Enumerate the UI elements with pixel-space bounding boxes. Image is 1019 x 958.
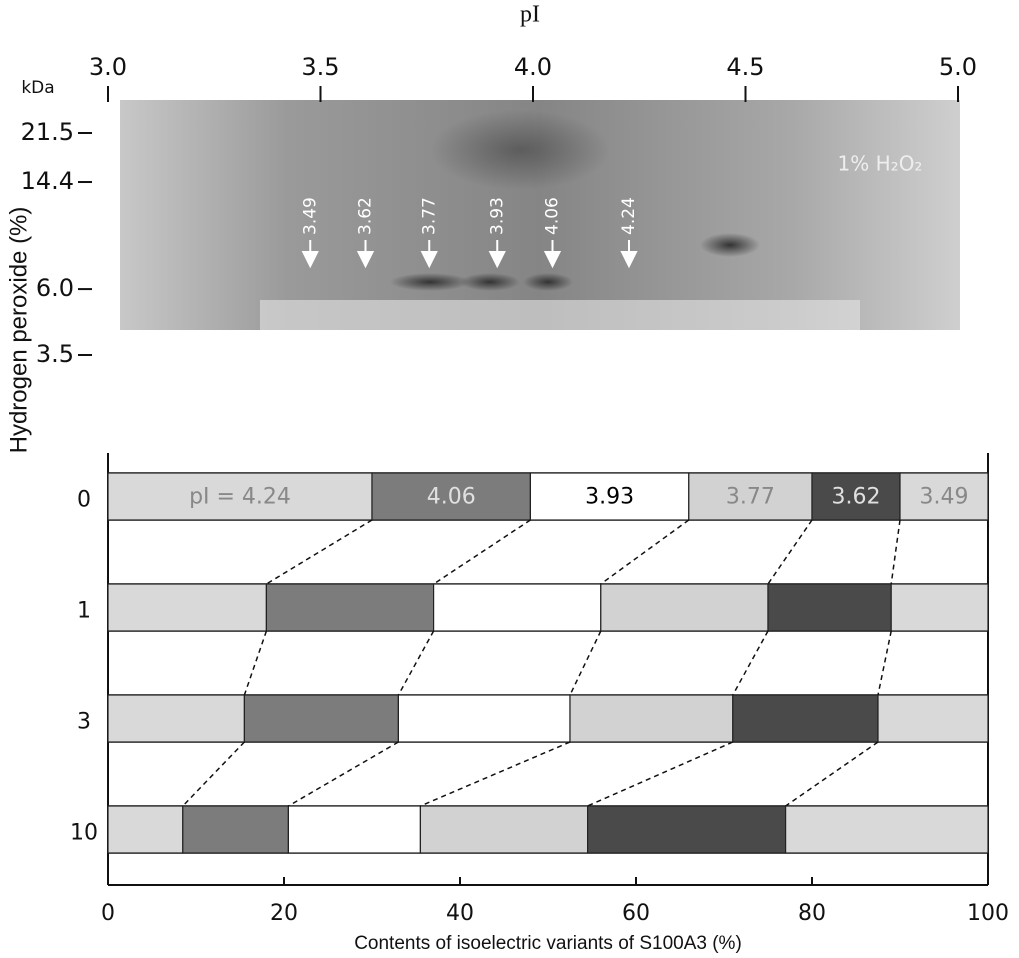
spot-label: 3.77 (419, 197, 439, 235)
gel-title: pI (520, 2, 540, 28)
bar-segment (243, 694, 399, 743)
bar-segment (433, 583, 602, 632)
spot-arrow (543, 240, 562, 269)
segment-label: 3.93 (585, 485, 634, 510)
bar-segment (732, 694, 879, 743)
segment-label: 4.06 (427, 485, 476, 510)
segment-label: 3.49 (920, 485, 969, 510)
spot-label: 4.06 (543, 197, 563, 235)
connector (600, 519, 690, 585)
bar-segment (569, 694, 734, 743)
bar-segment (600, 583, 769, 632)
y-tick-label: 21.5 (21, 118, 74, 146)
gel-image (120, 100, 960, 330)
spot-arrow (356, 240, 375, 269)
connector (732, 630, 769, 696)
bar-segment (784, 805, 989, 854)
x-tick-label: 0 (101, 901, 115, 926)
y-tick-label: 10 (70, 821, 98, 846)
segment-label: 3.77 (726, 485, 775, 510)
x-tick-label: 3.5 (301, 53, 339, 81)
bar-segment (107, 472, 373, 521)
spot-label: 3.93 (487, 197, 507, 235)
gel-spot (700, 233, 760, 257)
bar-segment (265, 583, 435, 632)
bar-segment (767, 583, 892, 632)
y-tick-label: 0 (77, 488, 91, 513)
y-tick-label: 3.5 (36, 340, 74, 368)
bar-segment (529, 472, 690, 521)
spot-label: 4.24 (619, 197, 639, 235)
spot-label: 3.49 (300, 197, 320, 235)
bar-segment (890, 583, 989, 632)
connector (420, 741, 571, 807)
spot-label: 3.62 (356, 197, 376, 235)
y-tick-label: 14.4 (21, 167, 74, 195)
y-tick-label: 1 (77, 599, 91, 624)
bar-segment (107, 583, 267, 632)
gel-spot (430, 110, 610, 190)
connector (587, 741, 734, 807)
bar-y-label: Hydrogen peroxide (%) (5, 207, 32, 454)
x-tick-label: 60 (622, 901, 650, 926)
gel-spot (390, 273, 470, 291)
spot-arrow (301, 240, 319, 269)
spot-arrow (488, 240, 506, 269)
x-tick-label: 3.0 (89, 53, 127, 81)
connector (397, 630, 435, 696)
bar-segment (182, 805, 290, 854)
bar-segment (419, 805, 589, 854)
bar-segment (287, 805, 421, 854)
connector (182, 741, 245, 807)
y-tick-label: 3 (77, 710, 91, 735)
bar-segment (688, 472, 813, 521)
gel-annotation: 1% H₂O₂ (838, 152, 923, 176)
connector (433, 519, 531, 585)
connector (243, 630, 268, 696)
x-tick-label: 40 (446, 901, 474, 926)
x-tick-label: 4.0 (514, 53, 552, 81)
bar-segment (397, 694, 571, 743)
spot-arrow (420, 240, 438, 269)
connector (785, 741, 879, 807)
bar-segment (107, 694, 245, 743)
connector (890, 519, 901, 585)
segment-label: 3.62 (832, 485, 881, 510)
connector (877, 630, 892, 696)
connector (569, 630, 602, 696)
x-tick-label: 5.0 (939, 53, 977, 81)
bar-x-label: Contents of isoelectric variants of S100… (354, 933, 742, 954)
x-tick-label: 80 (798, 901, 826, 926)
bar-segment (899, 472, 989, 521)
x-tick-label: 100 (967, 901, 1009, 926)
x-tick-label: 4.5 (726, 53, 764, 81)
connector (767, 519, 813, 585)
bar-segment (811, 472, 901, 521)
gel-fade (260, 300, 860, 330)
connector (288, 741, 399, 807)
bar-segment (877, 694, 989, 743)
bar-segment (586, 805, 787, 854)
segment-label: pI = 4.24 (189, 485, 291, 510)
y-tick-label: 6.0 (36, 274, 74, 302)
connector (266, 519, 373, 585)
x-tick-label: 20 (270, 901, 298, 926)
spot-arrow (620, 240, 638, 269)
gel-spot (523, 273, 573, 291)
bar-segment (107, 805, 184, 854)
gel-y-label: kDa (21, 78, 54, 98)
gel-spot (460, 273, 520, 291)
